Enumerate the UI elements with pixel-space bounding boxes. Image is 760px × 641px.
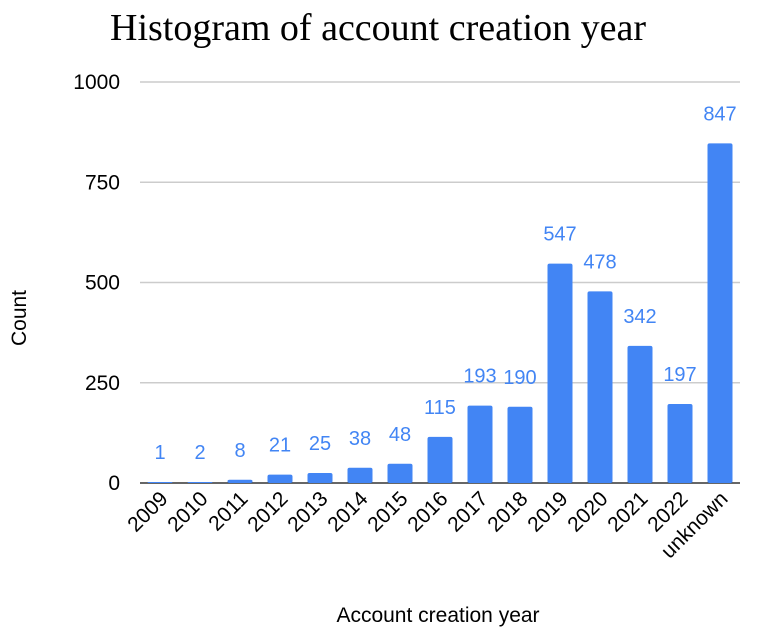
bar <box>627 345 653 483</box>
data-label: 115 <box>424 397 456 419</box>
x-tick-label: 2018 <box>483 487 532 536</box>
x-tick-label: 2021 <box>603 487 652 536</box>
x-tick-label: 2016 <box>403 487 452 536</box>
data-label: 21 <box>269 435 291 457</box>
data-label: 547 <box>543 224 576 246</box>
y-tick-labels: 0 250 500 750 1000 <box>73 71 120 495</box>
x-tick-label: 2012 <box>243 487 292 536</box>
bar <box>547 263 573 483</box>
y-tick-label: 0 <box>108 472 120 495</box>
bar <box>387 463 413 483</box>
y-tick-label: 750 <box>85 171 120 194</box>
data-label: 48 <box>389 424 411 446</box>
x-tick-label: 2013 <box>283 487 332 536</box>
bar <box>587 291 613 483</box>
x-tick-label: 2011 <box>204 487 252 535</box>
x-tick-label: 2017 <box>443 487 492 536</box>
y-tick-label: 250 <box>85 372 120 395</box>
bar <box>187 482 213 483</box>
x-tick-label: 2015 <box>363 487 412 536</box>
x-tick-label: 2019 <box>523 487 572 536</box>
y-tick-label: 1000 <box>73 71 120 94</box>
data-label: 8 <box>234 440 245 462</box>
bars <box>147 143 733 483</box>
bar <box>707 143 733 483</box>
x-tick-labels: 2009201020112012201320142015201620172018… <box>123 487 732 563</box>
bar <box>507 406 533 483</box>
x-tick-label: 2020 <box>563 487 612 536</box>
data-label: 478 <box>583 251 616 273</box>
data-label: 197 <box>663 364 696 386</box>
data-label: 193 <box>463 366 496 388</box>
x-tick-label: 2009 <box>123 487 172 536</box>
data-label: 38 <box>349 428 371 450</box>
bar <box>427 436 453 483</box>
x-tick-label: 2010 <box>163 487 212 536</box>
data-label: 2 <box>194 442 205 464</box>
y-tick-label: 500 <box>85 272 120 295</box>
bar <box>147 482 173 483</box>
data-label: 25 <box>309 433 331 455</box>
chart-title: Histogram of account creation year <box>110 7 646 49</box>
data-labels: 1 2 8 21 25 38 48 115 193 190 547 478 342 197 847 <box>154 103 736 464</box>
bar <box>227 479 253 483</box>
bar <box>667 404 693 483</box>
data-label: 1 <box>154 442 165 464</box>
data-label: 847 <box>703 103 736 125</box>
x-tick-label: 2014 <box>323 487 373 537</box>
bar <box>307 472 333 483</box>
y-axis-label: Count <box>8 290 31 346</box>
data-label: 342 <box>623 306 656 328</box>
data-label: 190 <box>503 367 536 389</box>
bar <box>467 405 493 483</box>
bar <box>267 474 293 483</box>
x-axis-label: Account creation year <box>336 604 539 627</box>
bar <box>347 467 373 483</box>
